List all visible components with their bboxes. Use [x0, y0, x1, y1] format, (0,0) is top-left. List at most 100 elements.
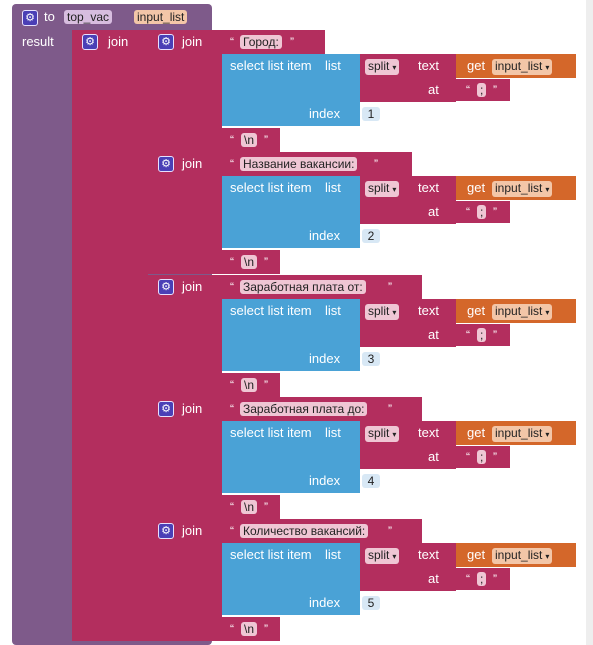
- quote-close: ”: [264, 622, 268, 636]
- select-list-item-block[interactable]: [222, 543, 360, 615]
- inner-join-label: join: [182, 279, 203, 294]
- newline-text-field[interactable]: \n: [241, 133, 258, 147]
- select-list-item-block[interactable]: [222, 421, 360, 493]
- text-label: text: [418, 425, 439, 440]
- quote-open: “: [230, 402, 234, 416]
- text-label: text: [418, 180, 439, 195]
- quote-open: “: [230, 378, 234, 392]
- get-label: get: [467, 425, 486, 440]
- index-number-field[interactable]: 4: [362, 474, 380, 488]
- quote-close: ”: [290, 35, 294, 49]
- dropdown-arrow-icon: ▾: [545, 552, 550, 561]
- select-list-item-block[interactable]: [222, 299, 360, 371]
- quote-open: “: [466, 450, 470, 464]
- get-variable-dropdown[interactable]: input_list ▾: [492, 304, 553, 320]
- quote-close: ”: [264, 255, 268, 269]
- quote-open: “: [230, 524, 234, 538]
- inner-join-gear-icon[interactable]: ⚙: [158, 401, 174, 417]
- select-list-item-block[interactable]: [222, 54, 360, 126]
- split-dropdown[interactable]: split ▾: [365, 548, 400, 564]
- list-label: list: [325, 303, 341, 318]
- split-dropdown[interactable]: split ▾: [365, 181, 400, 197]
- get-variable-dropdown[interactable]: input_list ▾: [492, 181, 553, 197]
- inner-join-block[interactable]: [148, 30, 222, 152]
- at-label: at: [428, 327, 439, 342]
- get-variable-dropdown[interactable]: input_list ▾: [492, 426, 553, 442]
- inner-join-label: join: [182, 523, 203, 538]
- quote-open: “: [466, 205, 470, 219]
- inner-join-gear-icon[interactable]: ⚙: [158, 156, 174, 172]
- split-dropdown[interactable]: split ▾: [365, 304, 400, 320]
- separator-text-field[interactable]: ;: [477, 450, 487, 464]
- separator-text-field[interactable]: ;: [477, 83, 487, 97]
- dropdown-arrow-icon: ▾: [545, 63, 550, 72]
- newline-text-field[interactable]: \n: [241, 378, 258, 392]
- get-variable-dropdown[interactable]: input_list ▾: [492, 59, 553, 75]
- dropdown-arrow-icon: ▾: [545, 430, 550, 439]
- newline-text-field[interactable]: \n: [241, 255, 258, 269]
- inner-join-block[interactable]: [148, 152, 222, 274]
- header-text-field[interactable]: Заработная плата от:: [240, 280, 366, 294]
- select-list-item-label: select list item: [230, 180, 312, 195]
- workspace-scrollbar[interactable]: [586, 0, 593, 645]
- quote-close: ”: [493, 83, 497, 97]
- separator-text-field[interactable]: ;: [477, 328, 487, 342]
- outer-join-block[interactable]: [72, 30, 148, 641]
- text-label: text: [418, 58, 439, 73]
- header-text-field[interactable]: Город:: [240, 35, 282, 49]
- index-number-field[interactable]: 1: [362, 107, 380, 121]
- dropdown-arrow-icon: ▾: [392, 308, 397, 317]
- index-number-field[interactable]: 2: [362, 229, 380, 243]
- inner-join-block[interactable]: [148, 519, 222, 641]
- select-list-item-label: select list item: [230, 58, 312, 73]
- inner-join-block[interactable]: [148, 397, 222, 519]
- parameter-field[interactable]: input_list: [134, 10, 188, 24]
- select-list-item-block[interactable]: [222, 176, 360, 248]
- outer-join-gear-icon[interactable]: ⚙: [82, 34, 98, 50]
- procedure-name-field[interactable]: top_vac: [64, 10, 113, 24]
- split-dropdown[interactable]: split ▾: [365, 59, 400, 75]
- quote-open: “: [466, 83, 470, 97]
- index-label: index: [309, 473, 341, 488]
- result-label: result: [22, 34, 54, 49]
- quote-close: ”: [493, 205, 497, 219]
- inner-join-label: join: [182, 156, 203, 171]
- inner-join-gear-icon[interactable]: ⚙: [158, 523, 174, 539]
- inner-join-label: join: [182, 34, 203, 49]
- inner-join-block[interactable]: [148, 275, 222, 397]
- dropdown-arrow-icon: ▾: [545, 185, 550, 194]
- index-number-field[interactable]: 5: [362, 596, 380, 610]
- separator-text-field[interactable]: ;: [477, 205, 487, 219]
- list-label: list: [325, 425, 341, 440]
- inner-join-gear-icon[interactable]: ⚙: [158, 34, 174, 50]
- at-label: at: [428, 449, 439, 464]
- inner-join-label: join: [182, 401, 203, 416]
- header-text-field[interactable]: Название вакансии:: [240, 157, 358, 171]
- mutator-gear-icon[interactable]: ⚙: [22, 10, 38, 26]
- quote-close: ”: [493, 572, 497, 586]
- separator-text-field[interactable]: ;: [477, 572, 487, 586]
- quote-close: ”: [264, 500, 268, 514]
- newline-text-field[interactable]: \n: [241, 500, 258, 514]
- index-number-field[interactable]: 3: [362, 352, 380, 366]
- index-label: index: [309, 595, 341, 610]
- at-label: at: [428, 571, 439, 586]
- get-label: get: [467, 180, 486, 195]
- outer-join-label: join: [108, 34, 129, 49]
- get-variable-dropdown[interactable]: input_list ▾: [492, 548, 553, 564]
- quote-close: ”: [493, 328, 497, 342]
- to-label: to: [44, 9, 55, 24]
- inner-join-gear-icon[interactable]: ⚙: [158, 279, 174, 295]
- text-label: text: [418, 303, 439, 318]
- header-text-field[interactable]: Заработная плата до:: [240, 402, 368, 416]
- quote-close: ”: [493, 450, 497, 464]
- newline-text-field[interactable]: \n: [241, 622, 258, 636]
- quote-open: “: [230, 500, 234, 514]
- list-label: list: [325, 547, 341, 562]
- dropdown-arrow-icon: ▾: [392, 430, 397, 439]
- header-text-field[interactable]: Количество вакансий:: [240, 524, 369, 538]
- dropdown-arrow-icon: ▾: [392, 185, 397, 194]
- quote-open: “: [466, 572, 470, 586]
- split-dropdown[interactable]: split ▾: [365, 426, 400, 442]
- index-label: index: [309, 228, 341, 243]
